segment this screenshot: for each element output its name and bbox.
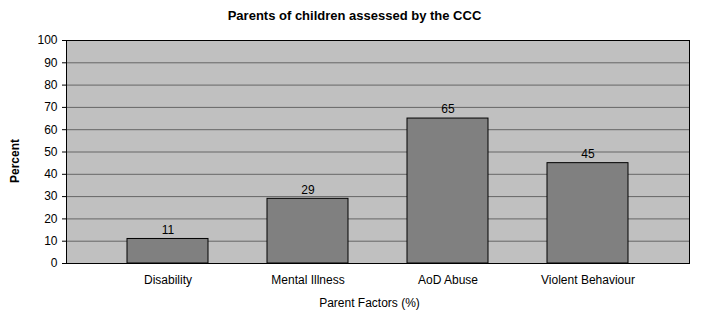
svg-text:0: 0: [51, 256, 58, 270]
svg-text:60: 60: [44, 123, 58, 137]
svg-text:65: 65: [441, 102, 455, 116]
svg-text:100: 100: [37, 33, 57, 47]
svg-text:80: 80: [44, 78, 58, 92]
svg-text:90: 90: [44, 56, 58, 70]
svg-text:30: 30: [44, 189, 58, 203]
svg-text:Violent Behaviour: Violent Behaviour: [541, 273, 635, 287]
svg-text:70: 70: [44, 100, 58, 114]
svg-text:29: 29: [301, 183, 315, 197]
html-text:Parent Factors (%): Parent Factors (%): [319, 296, 420, 310]
svg-text:11: 11: [162, 223, 175, 237]
svg-text:10: 10: [44, 234, 58, 248]
svg-text:40: 40: [44, 167, 58, 181]
html-text:Parents of children assessed b: Parents of children assessed by the CCC: [227, 8, 482, 23]
svg-text:50: 50: [44, 145, 58, 159]
html-text:Percent: Percent: [8, 138, 22, 183]
svg-text:Disability: Disability: [144, 273, 192, 287]
svg-text:AoD Abuse: AoD Abuse: [418, 273, 478, 287]
svg-text:20: 20: [44, 212, 58, 226]
svg-text:Mental Illness: Mental Illness: [271, 273, 344, 287]
svg-text:45: 45: [581, 147, 595, 161]
